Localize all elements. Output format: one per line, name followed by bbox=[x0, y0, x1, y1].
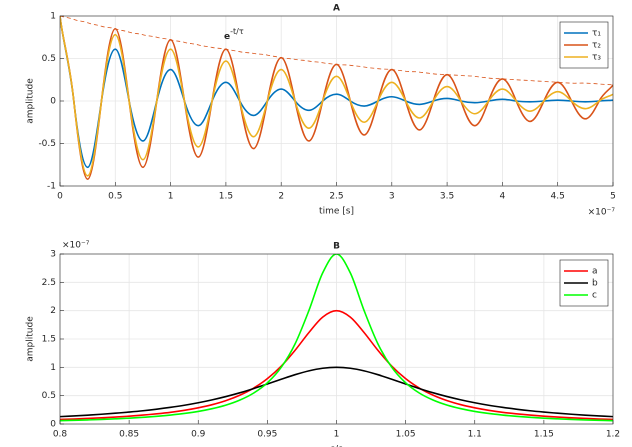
annotation-superscript: -t/τ bbox=[230, 27, 244, 36]
x-tick-label: 3 bbox=[389, 192, 395, 202]
y-axis-label: amplitude bbox=[26, 78, 36, 124]
y-tick-label: 2.5 bbox=[42, 278, 56, 288]
series-line bbox=[60, 309, 613, 421]
x-tick-label: 1.15 bbox=[534, 430, 554, 440]
x-axis-label: time [s] bbox=[319, 207, 354, 217]
envelope-line bbox=[60, 16, 613, 86]
x-tick-label: 1.1 bbox=[468, 430, 482, 440]
y-tick-label: 3 bbox=[50, 250, 56, 260]
x-tick-label: 0.9 bbox=[191, 430, 206, 440]
legend-label: b bbox=[592, 279, 598, 289]
y-tick-label: -1 bbox=[47, 182, 56, 192]
x-tick-label: 1 bbox=[334, 430, 340, 440]
legend-label: τ₂ bbox=[592, 41, 601, 51]
series-line bbox=[60, 16, 613, 177]
x-tick-label: 5 bbox=[610, 192, 616, 202]
x-tick-label: 0.85 bbox=[119, 430, 139, 440]
axes-box bbox=[59, 15, 614, 187]
x-tick-label: 0 bbox=[57, 192, 63, 202]
y-tick-label: 0.5 bbox=[42, 391, 56, 401]
axes-box bbox=[59, 253, 614, 425]
series-line bbox=[60, 366, 613, 418]
x-tick-label: 4.5 bbox=[551, 192, 565, 202]
annotation-base: e bbox=[224, 32, 230, 42]
y-tick-label: 1 bbox=[50, 12, 56, 22]
y-exponent: ×10⁻⁷ bbox=[62, 241, 90, 251]
x-exponent: ×10⁻⁷ bbox=[588, 208, 616, 218]
x-tick-label: 1 bbox=[168, 192, 174, 202]
x-tick-label: 1.05 bbox=[396, 430, 416, 440]
x-tick-label: 4 bbox=[500, 192, 506, 202]
annotation: e-t/τ bbox=[224, 27, 244, 42]
y-tick-label: 0 bbox=[50, 420, 56, 430]
x-axis-label: ε/ε bbox=[330, 445, 343, 447]
x-tick-label: 0.8 bbox=[53, 430, 68, 440]
legend-label: c bbox=[592, 291, 597, 301]
series-line bbox=[60, 16, 613, 169]
y-tick-label: -0.5 bbox=[38, 139, 56, 149]
y-tick-label: 1 bbox=[50, 363, 56, 373]
x-tick-label: 1.5 bbox=[219, 192, 233, 202]
x-tick-label: 0.95 bbox=[257, 430, 277, 440]
y-tick-label: 2 bbox=[50, 306, 56, 316]
series-line bbox=[60, 254, 613, 422]
y-tick-label: 0.5 bbox=[42, 54, 56, 64]
y-tick-label: 0 bbox=[50, 97, 56, 107]
x-tick-label: 2 bbox=[278, 192, 284, 202]
x-tick-label: 2.5 bbox=[329, 192, 343, 202]
legend-label: τ₃ bbox=[592, 53, 601, 63]
chart-title: A bbox=[333, 4, 340, 14]
x-tick-label: 3.5 bbox=[440, 192, 454, 202]
chart-title: B bbox=[333, 242, 340, 252]
legend-label: τ₁ bbox=[592, 29, 601, 39]
y-axis-label: amplitude bbox=[26, 316, 36, 362]
y-tick-label: 1.5 bbox=[42, 335, 56, 345]
x-tick-label: 0.5 bbox=[108, 192, 122, 202]
legend-label: a bbox=[592, 267, 598, 277]
x-tick-label: 1.2 bbox=[606, 430, 620, 440]
